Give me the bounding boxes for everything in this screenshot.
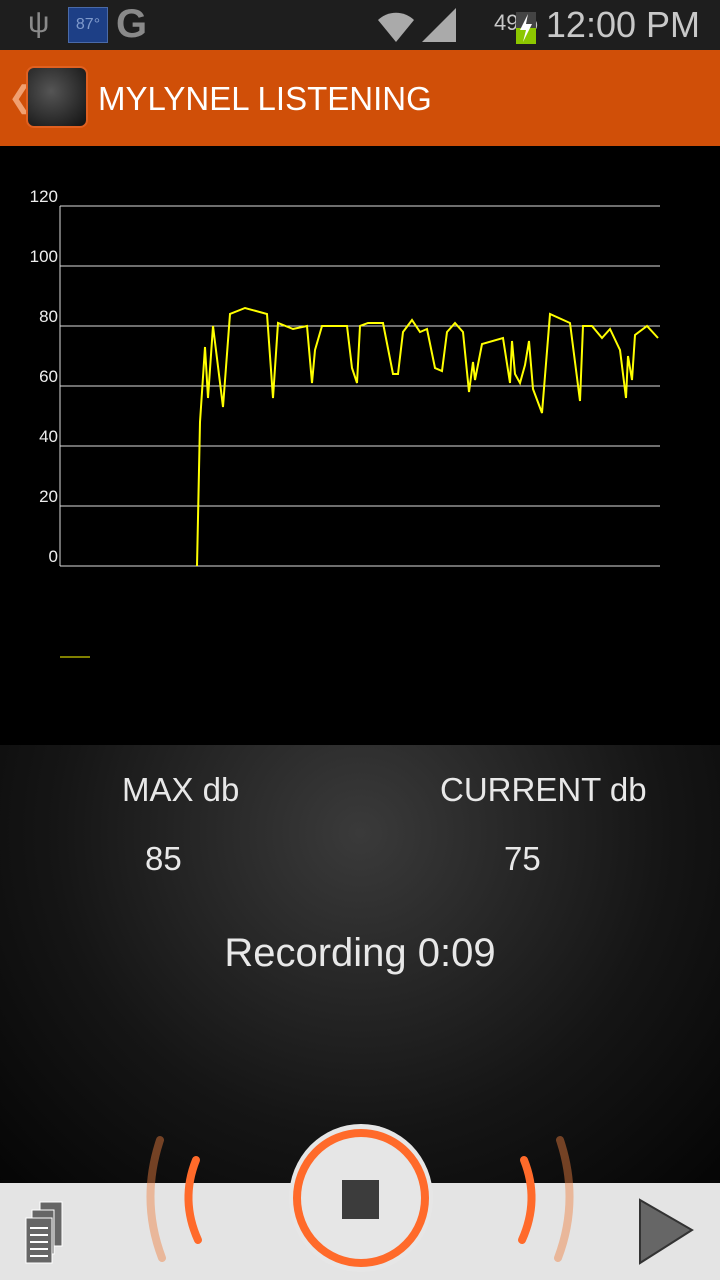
decibel-chart: 0 20 40 60 80 100 120 bbox=[30, 187, 660, 658]
wifi-icon bbox=[378, 12, 414, 42]
app-bar: ❮ MYLYNEL LISTENING bbox=[0, 50, 720, 146]
max-db-label: MAX db bbox=[122, 771, 240, 808]
y-tick-label: 60 bbox=[39, 367, 58, 386]
recordings-list-icon[interactable] bbox=[25, 1201, 63, 1264]
recording-timer: Recording 0:09 bbox=[224, 931, 496, 975]
usb-icon: ψ bbox=[28, 6, 50, 39]
sound-wave-right-inner bbox=[518, 1156, 536, 1244]
google-icon: G bbox=[116, 2, 148, 46]
y-tick-label: 40 bbox=[39, 427, 58, 446]
y-tick-label: 80 bbox=[39, 307, 58, 326]
current-db-value: 75 bbox=[504, 840, 541, 877]
current-db-label: CURRENT db bbox=[440, 771, 647, 808]
signal-icon bbox=[422, 8, 456, 42]
sound-wave-right-outer bbox=[554, 1136, 574, 1262]
status-bar: ψ 87° G 49% 12:00 PM bbox=[0, 0, 720, 50]
sound-wave-left-inner bbox=[184, 1156, 202, 1244]
stop-record-icon bbox=[342, 1180, 379, 1219]
app-title: MYLYNEL LISTENING bbox=[98, 80, 432, 117]
y-tick-label: 120 bbox=[30, 187, 58, 206]
microphone-logo-icon[interactable] bbox=[26, 66, 88, 128]
y-tick-label: 100 bbox=[30, 247, 58, 266]
clock: 12:00 PM bbox=[545, 4, 700, 45]
stop-record-button[interactable] bbox=[289, 1124, 433, 1272]
play-icon[interactable] bbox=[639, 1198, 694, 1265]
controls bbox=[25, 1124, 694, 1272]
series-line bbox=[196, 306, 659, 567]
max-db-value: 85 bbox=[145, 840, 182, 877]
y-tick-label: 20 bbox=[39, 487, 58, 506]
y-tick-label: 0 bbox=[49, 547, 58, 566]
weather-icon: 87° bbox=[68, 7, 108, 43]
stats-panel: MAX db 85 CURRENT db 75 Recording 0:09 bbox=[0, 745, 720, 1185]
sound-wave-left-outer bbox=[146, 1136, 166, 1262]
battery-charging-icon bbox=[516, 12, 536, 44]
